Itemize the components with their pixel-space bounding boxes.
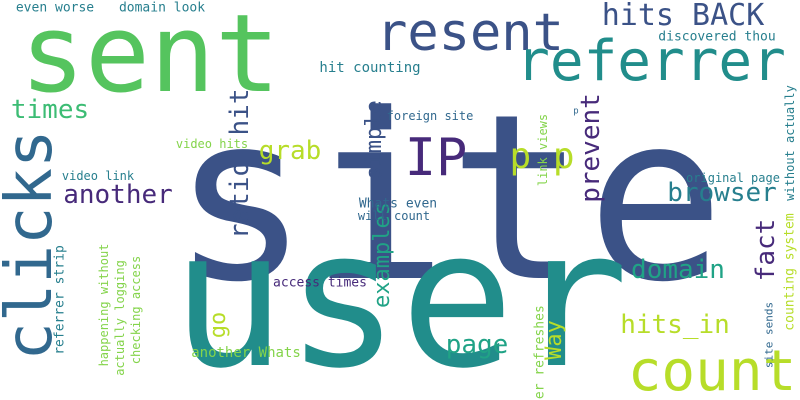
word-hit-counting: hit counting [319, 60, 421, 76]
word-prevent: prevent [576, 93, 606, 203]
word-simple: simple [362, 100, 387, 180]
word-page: page [445, 330, 509, 360]
word-count: count [627, 339, 797, 400]
word-discovered-thou: discovered thou [658, 29, 776, 45]
word-ip: IP [404, 128, 468, 188]
word-access-times: access times [273, 275, 367, 291]
word-pp: p p [509, 136, 575, 177]
word-site: site [171, 66, 725, 333]
word-times: times [10, 95, 90, 125]
word-referrer: referrer [516, 29, 786, 94]
word-video-hits: video hits [175, 137, 249, 151]
word-another: another [63, 180, 173, 210]
word-user-refreshes: user refreshes [532, 305, 548, 400]
word-without-actually: without actually [783, 85, 797, 201]
word-will-count: will count [357, 209, 431, 223]
word-domain-look: domain look [118, 0, 206, 16]
word-user: user [171, 189, 629, 400]
word-happening-without: happening without [97, 243, 111, 367]
word-hits-back: hits BACK [601, 0, 765, 33]
word-video-link: video link [61, 169, 135, 183]
word-go: go [206, 311, 231, 339]
word-actually-logging: actually logging [113, 260, 127, 376]
word-browser: browser [667, 178, 777, 208]
word-domain: domain [631, 255, 725, 285]
word-another-whats: another Whats [191, 345, 301, 361]
word-even-worse: even worse [15, 0, 95, 16]
word-whats-even: Whats even [358, 196, 438, 212]
word-hits-in: hits_in [620, 310, 730, 340]
word-sent: sent [19, 0, 281, 117]
word-counting-system: counting system [782, 213, 798, 331]
word-site-sends: site sends [762, 301, 776, 369]
word-referrer-strip: referrer strip [52, 245, 68, 355]
word-checking-access: checking access [129, 255, 143, 365]
word-original-page: original page [686, 171, 780, 185]
word-fact: fact [751, 218, 781, 282]
word-hit: hit [225, 88, 255, 136]
word-p-small: p [573, 106, 579, 117]
word-link-views: link views [536, 113, 550, 187]
word-grab: grab [258, 136, 322, 166]
word-foreign-site: foreign site [386, 109, 474, 123]
word-resent: resent [376, 3, 564, 63]
word-ratio: ratio [225, 160, 255, 240]
